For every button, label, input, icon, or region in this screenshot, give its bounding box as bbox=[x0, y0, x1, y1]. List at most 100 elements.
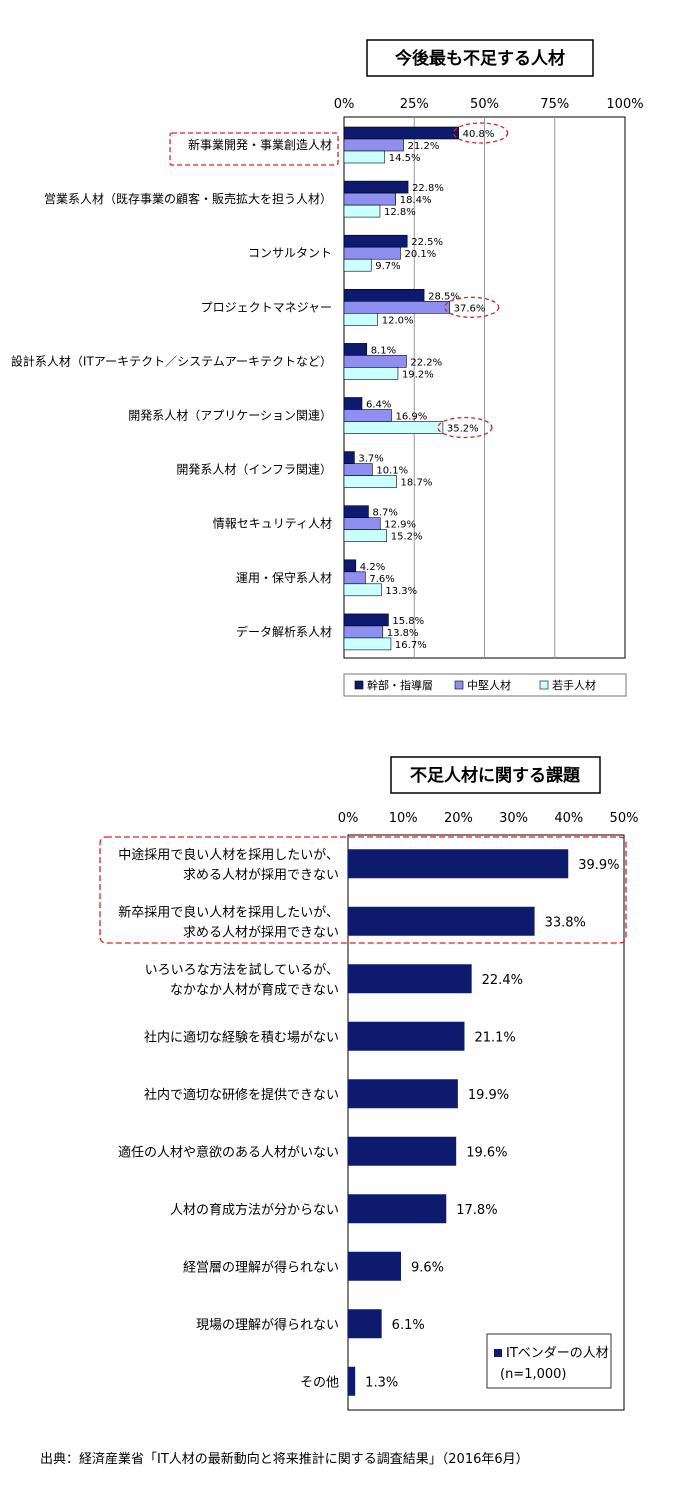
bar-2 bbox=[343, 571, 366, 585]
x-tick-label: 100% bbox=[606, 97, 643, 112]
x-tick-label: 0% bbox=[338, 811, 359, 826]
legend-item-label: 若手人材 bbox=[552, 678, 596, 692]
bar-value-label: 3.7% bbox=[358, 454, 383, 465]
bar-value-label: 39.9% bbox=[578, 858, 619, 873]
category-label: 求める人材が採用できない bbox=[183, 868, 339, 883]
bar-value-label: 13.3% bbox=[385, 586, 417, 597]
bar-value-label: 37.6% bbox=[454, 303, 486, 314]
bar-3 bbox=[343, 475, 397, 488]
bar-1 bbox=[343, 180, 409, 194]
bar bbox=[348, 1366, 356, 1396]
bar-2 bbox=[343, 517, 381, 531]
bar-value-label: 33.8% bbox=[545, 915, 586, 930]
bar-3 bbox=[343, 150, 386, 164]
category-label: 運用・保守系人材 bbox=[236, 571, 332, 585]
bar-value-label: 22.8% bbox=[412, 183, 444, 194]
bar-2 bbox=[343, 192, 397, 206]
bar-value-label: 20.1% bbox=[404, 249, 436, 260]
category-label: 営業系人材（既存事業の顧客・販売拡大を担う人材） bbox=[44, 191, 332, 206]
bar bbox=[348, 906, 535, 936]
bar-value-label: 4.2% bbox=[360, 562, 385, 573]
bar bbox=[348, 1194, 447, 1224]
category-label: 求める人材が採用できない bbox=[183, 925, 339, 940]
bar-value-label: 12.8% bbox=[384, 207, 416, 218]
bar-2 bbox=[343, 625, 384, 639]
bar-value-label: 28.5% bbox=[428, 291, 460, 302]
chart-future-shortage: 今後最も不足する人材 0% 25% 50% 75% 100% 新事業開発・事業創造人材 40.… bbox=[11, 39, 644, 697]
bar-value-label: 22.4% bbox=[482, 973, 523, 988]
category-label: 適任の人材や意欲のある人材がいない bbox=[118, 1144, 339, 1160]
legend-swatch bbox=[354, 680, 364, 690]
category-label: 社内に適切な経験を積む場がない bbox=[144, 1029, 339, 1045]
category-label: 社内で適切な研修を提供できない bbox=[144, 1087, 339, 1103]
category-label: なかなか人材が育成できない bbox=[170, 982, 339, 998]
bar-value-label: 8.7% bbox=[372, 508, 397, 519]
legend-box bbox=[486, 1333, 612, 1389]
bar-value-label: 22.5% bbox=[411, 237, 443, 248]
bar-value-label: 1.3% bbox=[365, 1375, 398, 1390]
chart-shortage-issues: 不足人材に関する課題 0% 10% 20% 30% 40% 50% 39.9% 中途採用で良い人… bbox=[99, 756, 638, 1411]
bar-value-label: 12.9% bbox=[384, 520, 416, 531]
bar-value-label: 13.8% bbox=[387, 628, 419, 639]
x-tick-label: 10% bbox=[389, 811, 418, 826]
legend-swatch bbox=[539, 680, 549, 690]
bar-value-label: 14.5% bbox=[389, 153, 421, 164]
bar bbox=[348, 849, 569, 879]
bar-value-label: 22.2% bbox=[410, 357, 442, 368]
category-label: 開発系人材（インフラ関連） bbox=[176, 463, 332, 477]
bar-value-label: 19.9% bbox=[468, 1088, 509, 1103]
category-label: いろいろな方法を試しているが、 bbox=[145, 962, 339, 978]
chart-title-box bbox=[390, 756, 601, 794]
x-tick-label: 20% bbox=[444, 811, 473, 826]
bar bbox=[348, 964, 472, 994]
category-label: 情報セキュリティ人材 bbox=[213, 517, 332, 531]
chart-title-box bbox=[366, 39, 594, 77]
highlight-box-category bbox=[169, 132, 339, 166]
bar bbox=[348, 1251, 401, 1281]
bar-2 bbox=[343, 463, 373, 476]
legend-swatch bbox=[494, 1349, 502, 1357]
category-label: 設計系人材（ITアーキテクト／システムアーキテクトなど） bbox=[11, 353, 332, 368]
bar-value-label: 19.2% bbox=[402, 369, 434, 380]
source-note: 出典：経済産業省「IT人材の最新動向と将来推計に関する調査結果」（2016年6月… bbox=[40, 1452, 529, 1467]
bar-3 bbox=[343, 583, 382, 597]
bar-value-label: 35.2% bbox=[447, 424, 479, 435]
bar-2 bbox=[343, 138, 404, 152]
bar-value-label: 10.1% bbox=[376, 466, 408, 477]
bar-value-label: 18.7% bbox=[401, 478, 433, 489]
bar-3 bbox=[343, 367, 399, 380]
bar-value-label: 12.0% bbox=[382, 315, 414, 326]
bar-1 bbox=[343, 288, 425, 302]
highlight-ellipse-value bbox=[452, 122, 509, 144]
bar-value-label: 21.2% bbox=[408, 141, 440, 152]
bar-1 bbox=[343, 613, 389, 627]
x-tick-label: 30% bbox=[499, 811, 528, 826]
legend-item-label: ITベンダーの人材 bbox=[506, 1346, 609, 1361]
legend-item-label: 幹部・指導層 bbox=[367, 678, 433, 692]
bar-2 bbox=[343, 246, 401, 260]
bar-1 bbox=[343, 126, 459, 140]
chart-title: 不足人材に関する課題 bbox=[410, 765, 581, 786]
category-label: その他 bbox=[300, 1375, 339, 1390]
bar-2 bbox=[343, 300, 450, 314]
bar-3 bbox=[343, 258, 372, 272]
category-label: プロジェクトマネジャー bbox=[201, 300, 332, 314]
highlight-ellipse-value bbox=[437, 416, 493, 439]
x-tick-label: 75% bbox=[540, 97, 569, 112]
bar-value-label: 9.6% bbox=[411, 1260, 444, 1275]
x-tick-label: 50% bbox=[470, 97, 499, 112]
category-label: コンサルタント bbox=[248, 246, 332, 260]
bar-3 bbox=[343, 421, 444, 434]
legend-swatch bbox=[454, 680, 464, 690]
bar-3 bbox=[343, 637, 392, 651]
bar-value-label: 8.1% bbox=[371, 345, 396, 356]
x-tick-label: 40% bbox=[554, 811, 583, 826]
highlight-box-categories bbox=[99, 836, 627, 944]
category-label: 新卒採用で良い人材を採用したいが、 bbox=[118, 904, 339, 920]
chart-title: 今後最も不足する人材 bbox=[395, 48, 565, 69]
bar-value-label: 18.4% bbox=[400, 195, 432, 206]
highlight-ellipse-value bbox=[444, 296, 500, 318]
bar-3 bbox=[343, 204, 381, 218]
bar-value-label: 17.8% bbox=[456, 1203, 497, 1218]
bar-1 bbox=[343, 343, 368, 356]
